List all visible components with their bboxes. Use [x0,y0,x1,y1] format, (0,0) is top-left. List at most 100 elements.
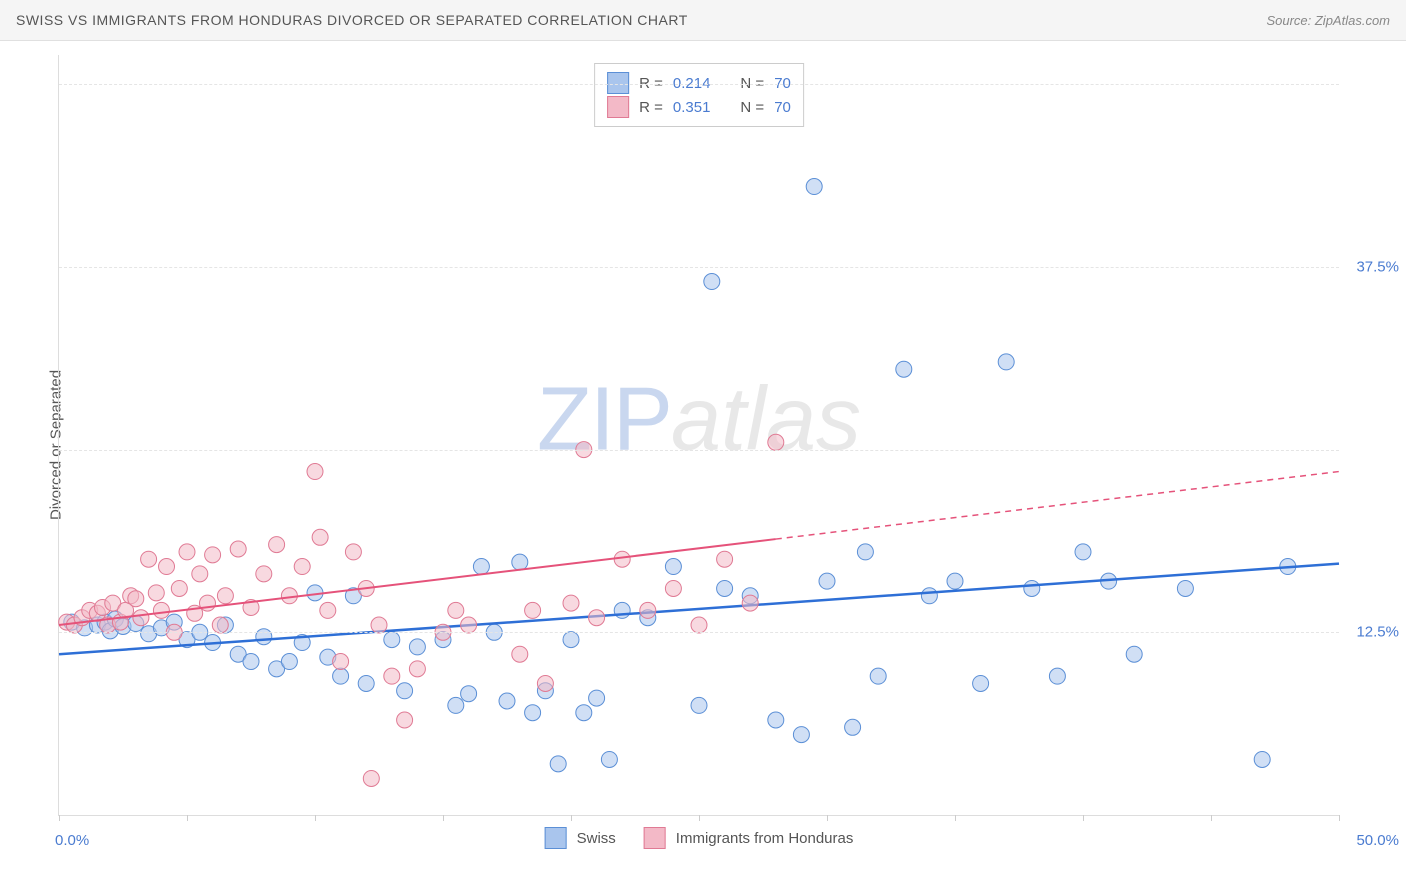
x-tick-mark [187,815,188,821]
data-point [665,559,681,575]
data-point [793,727,809,743]
data-point [384,668,400,684]
data-point [371,617,387,633]
grid-line [59,84,1339,85]
data-point [243,654,259,670]
y-tick-label: 37.5% [1356,258,1399,275]
data-point [896,361,912,377]
data-point [563,632,579,648]
data-point [133,610,149,626]
data-point [148,585,164,601]
x-tick-mark [827,815,828,821]
scatter-svg [59,55,1339,815]
data-point [397,683,413,699]
data-point [230,541,246,557]
data-point [665,580,681,596]
data-point [589,690,605,706]
data-point [806,179,822,195]
data-point [563,595,579,611]
data-point [1024,580,1040,596]
x-tick-mark [443,815,444,821]
x-tick-mark [1339,815,1340,821]
data-point [217,588,233,604]
x-tick-mark [955,815,956,821]
plot-region: ZIPatlas R = 0.214 N = 70 R = 0.351 N = … [58,55,1339,816]
data-point [333,668,349,684]
data-point [461,617,477,633]
x-tick-mark [699,815,700,821]
data-point [192,566,208,582]
data-point [973,675,989,691]
data-point [704,274,720,290]
data-point [281,654,297,670]
data-point [312,529,328,545]
legend-series: Swiss Immigrants from Honduras [545,827,854,849]
data-point [345,544,361,560]
data-point [128,591,144,607]
data-point [448,697,464,713]
data-point [691,697,707,713]
chart-title: SWISS VS IMMIGRANTS FROM HONDURAS DIVORC… [16,12,688,28]
data-point [640,602,656,618]
data-point [1177,580,1193,596]
header: SWISS VS IMMIGRANTS FROM HONDURAS DIVORC… [0,0,1406,41]
data-point [499,693,515,709]
data-point [448,602,464,618]
data-point [333,654,349,670]
x-tick-label: 0.0% [55,832,89,849]
x-tick-mark [315,815,316,821]
data-point [525,705,541,721]
x-tick-mark [1211,815,1212,821]
x-tick-mark [1083,815,1084,821]
data-point [525,602,541,618]
data-point [1049,668,1065,684]
data-point [179,544,195,560]
data-point [171,580,187,596]
data-point [550,756,566,772]
data-point [363,770,379,786]
grid-line [59,267,1339,268]
data-point [1126,646,1142,662]
data-point [1075,544,1091,560]
grid-line [59,450,1339,451]
data-point [384,632,400,648]
data-point [141,551,157,567]
data-point [307,464,323,480]
chart-area: Divorced or Separated ZIPatlas R = 0.214… [48,55,1388,835]
data-point [409,639,425,655]
data-point [717,551,733,567]
x-tick-mark [571,815,572,821]
data-point [1254,751,1270,767]
data-point [212,617,228,633]
data-point [717,580,733,596]
data-point [691,617,707,633]
data-point [768,712,784,728]
data-point [576,705,592,721]
data-point [998,354,1014,370]
trend-line-dashed [776,472,1339,540]
y-tick-label: 12.5% [1356,624,1399,641]
data-point [397,712,413,728]
data-point [320,602,336,618]
x-tick-label: 50.0% [1356,832,1399,849]
grid-line [59,632,1339,633]
data-point [205,547,221,563]
data-point [473,559,489,575]
swatch-icon [545,827,567,849]
data-point [742,595,758,611]
data-point [589,610,605,626]
legend-label: Swiss [577,830,616,847]
data-point [512,646,528,662]
data-point [512,554,528,570]
data-point [256,566,272,582]
data-point [921,588,937,604]
data-point [409,661,425,677]
data-point [845,719,861,735]
data-point [601,751,617,767]
data-point [614,551,630,567]
data-point [153,602,169,618]
data-point [256,629,272,645]
data-point [358,675,374,691]
data-point [537,675,553,691]
data-point [294,559,310,575]
